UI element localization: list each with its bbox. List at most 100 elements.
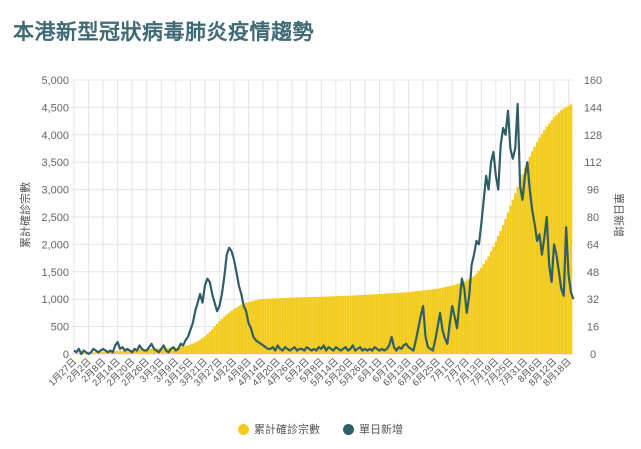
cumulative-bar <box>114 351 117 354</box>
cumulative-bar <box>402 292 405 354</box>
cumulative-bar <box>424 290 427 354</box>
cumulative-bar <box>426 289 430 354</box>
cumulative-bar <box>385 293 388 354</box>
cumulative-bar <box>494 241 498 354</box>
cumulative-bar <box>501 225 505 354</box>
cumulative-bar <box>172 347 175 354</box>
legend-swatch-cumulative <box>237 423 249 435</box>
cumulative-bar <box>361 294 364 354</box>
cumulative-bar <box>370 294 374 354</box>
cumulative-bar <box>528 156 531 354</box>
cumulative-bar <box>213 326 216 354</box>
right-tick-label: 96 <box>587 185 599 197</box>
right-tick-label: 128 <box>584 130 602 142</box>
left-tick-label: 2,500 <box>41 212 69 224</box>
cumulative-bar <box>557 112 561 354</box>
cumulative-bar <box>223 316 226 354</box>
cumulative-bar <box>177 347 180 354</box>
cumulative-bar <box>322 296 325 354</box>
cumulative-bar <box>303 297 306 354</box>
cumulative-bar <box>547 123 551 354</box>
cumulative-bar <box>383 293 386 354</box>
right-tick-label: 64 <box>587 239 599 251</box>
cumulative-bar <box>518 180 522 354</box>
cumulative-bar <box>237 306 241 354</box>
legend-label-cumulative: 累計確診宗數 <box>253 424 320 436</box>
cumulative-bar <box>324 296 328 354</box>
cumulative-bar <box>538 137 541 354</box>
cumulative-bar <box>138 349 141 354</box>
cumulative-bar <box>118 350 122 354</box>
cumulative-bar <box>375 294 379 354</box>
cumulative-bar <box>201 338 204 354</box>
left-tick-label: 4,000 <box>41 130 69 142</box>
cumulative-bar <box>562 108 565 355</box>
right-tick-label: 144 <box>584 102 602 114</box>
cumulative-bar <box>414 291 418 354</box>
cumulative-bar <box>240 304 243 354</box>
cumulative-bar <box>230 310 233 354</box>
cumulative-bar <box>300 297 304 354</box>
cumulative-bar <box>337 296 340 354</box>
left-tick-label: 0 <box>63 349 69 361</box>
cumulative-bar <box>181 346 185 354</box>
cumulative-bar <box>162 348 165 354</box>
cumulative-bar <box>179 346 182 354</box>
cumulative-bar <box>344 295 347 354</box>
cumulative-bar <box>417 290 420 354</box>
cumulative-bar <box>75 353 78 354</box>
cumulative-bar <box>293 297 296 354</box>
cumulative-bar <box>225 314 228 354</box>
cumulative-bar <box>397 292 401 354</box>
cumulative-bar <box>400 292 403 354</box>
cumulative-bar <box>94 352 97 354</box>
legend-item-daily[interactable]: 單日新增 <box>343 421 403 437</box>
cumulative-bar <box>341 295 345 354</box>
cumulative-bar <box>317 296 321 354</box>
cumulative-bars <box>72 104 573 355</box>
legend-item-cumulative[interactable]: 累計確診宗數 <box>237 421 320 437</box>
cumulative-bar <box>463 281 466 354</box>
cumulative-bar <box>390 293 393 354</box>
cumulative-bar <box>104 351 107 354</box>
cumulative-bar <box>368 294 371 354</box>
cumulative-bar <box>191 343 194 354</box>
cumulative-bar <box>438 288 442 354</box>
cumulative-bar <box>276 298 279 354</box>
cumulative-bar <box>235 307 238 354</box>
cumulative-bar <box>407 292 410 354</box>
daily-line <box>73 102 575 356</box>
right-axis-title: 單日新增 <box>612 193 626 237</box>
cumulative-bar <box>247 301 250 354</box>
right-tick-label: 32 <box>587 294 599 306</box>
cumulative-bar <box>252 300 255 354</box>
cumulative-bar <box>99 351 102 354</box>
left-tick-label: 2,000 <box>41 239 69 251</box>
cumulative-bar <box>329 296 333 354</box>
cumulative-bar <box>203 336 207 354</box>
cumulative-bar <box>290 297 294 354</box>
cumulative-bar <box>305 297 308 354</box>
cumulative-bar <box>412 291 415 354</box>
right-axis-ticks: 0 16 32 48 64 80 96 112 128 144 160 <box>584 75 602 361</box>
cumulative-bar <box>160 348 163 354</box>
cumulative-bar <box>511 199 514 354</box>
cumulative-bar <box>135 349 139 354</box>
cumulative-bar <box>261 298 265 354</box>
right-tick-label: 160 <box>584 75 602 87</box>
left-axis-ticks: 0 500 1,000 1,500 2,000 2,500 3,000 3,500 4,000 4… <box>41 75 69 361</box>
right-tick-label: 48 <box>587 267 599 279</box>
cumulative-bar <box>208 331 211 354</box>
cumulative-bar <box>307 297 311 354</box>
cumulative-bar <box>298 297 301 354</box>
cumulative-bar <box>218 321 221 354</box>
cumulative-bar <box>101 351 105 354</box>
cumulative-bar <box>499 230 502 354</box>
cumulative-bar <box>109 351 112 354</box>
cumulative-bar <box>392 293 396 354</box>
cumulative-bar <box>555 114 558 354</box>
cumulative-bar <box>128 350 131 354</box>
cumulative-bar <box>232 309 236 354</box>
cumulative-bar <box>569 104 573 354</box>
cumulative-bar <box>310 297 313 354</box>
